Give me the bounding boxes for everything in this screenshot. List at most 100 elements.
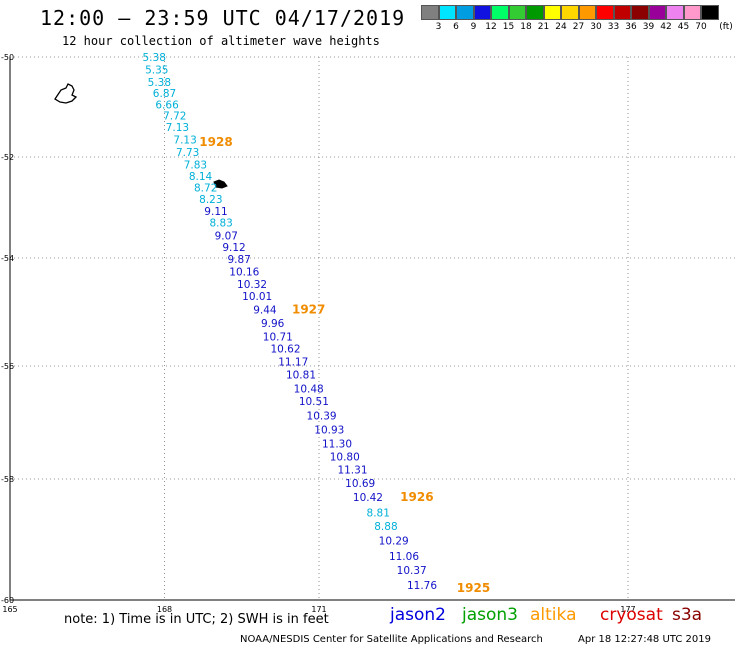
- swh-point: 10.37: [397, 565, 427, 577]
- swh-point: 7.13: [173, 135, 196, 147]
- lat-tick-label: -54: [1, 254, 14, 263]
- color-scale-tick: 12: [485, 22, 497, 32]
- swh-point: 11.17: [278, 357, 308, 369]
- page-title: 12:00 – 23:59 UTC 04/17/2019: [40, 6, 406, 30]
- swh-point: 11.30: [322, 438, 352, 450]
- note-text: note: 1) Time is in UTC; 2) SWH is in fe…: [64, 612, 329, 627]
- lat-tick-label: -60: [1, 596, 14, 605]
- swh-point: 10.93: [314, 424, 344, 436]
- footer-credit: NOAA/NESDIS Center for Satellite Applica…: [240, 634, 543, 645]
- swh-point: 9.87: [227, 254, 250, 266]
- legend-jason3: jason3: [462, 605, 518, 625]
- swh-point: 10.51: [299, 396, 329, 408]
- swh-point: 10.01: [242, 291, 272, 303]
- lon-tick-label: 168: [157, 605, 172, 614]
- swh-point: 10.42: [353, 492, 383, 504]
- swh-point: 10.62: [270, 344, 300, 356]
- track-points: 5.385.355.386.876.667.727.137.137.737.83…: [143, 52, 438, 592]
- swh-point: 5.38: [143, 52, 166, 64]
- swh-point: 9.44: [253, 304, 277, 316]
- swh-point: 10.71: [263, 331, 293, 343]
- lat-tick-label: -58: [1, 475, 14, 484]
- lon-tick-label: 177: [620, 605, 635, 614]
- swh-point: 6.66: [155, 100, 179, 112]
- color-swatch-16: [701, 5, 719, 20]
- time-label: 1928: [199, 135, 232, 149]
- legend-jason2: jason2: [390, 605, 446, 625]
- swh-point: 8.81: [367, 507, 390, 519]
- swh-point: 11.06: [389, 551, 419, 563]
- color-scale-tick: 18: [520, 22, 532, 32]
- color-scale-tick: 3: [435, 22, 442, 32]
- swh-point: 9.11: [204, 206, 227, 218]
- color-scale-tick: 21: [537, 22, 550, 32]
- swh-point: 10.69: [345, 478, 375, 490]
- swh-point: 7.13: [166, 122, 189, 134]
- color-swatch-6: [526, 5, 544, 20]
- color-scale-tick: 39: [642, 22, 655, 32]
- swh-point: 10.48: [294, 384, 324, 396]
- color-swatch-2: [456, 5, 474, 20]
- color-swatch-1: [438, 5, 456, 20]
- lat-tick-label: -50: [1, 53, 14, 62]
- swh-point: 5.35: [145, 65, 168, 77]
- color-scale-labels: 3 6 9 12 15 18 21 24 27 30 33 36 39 42 45 70 (ft): [421, 22, 733, 34]
- swh-point: 7.72: [163, 111, 186, 123]
- page-subtitle: 12 hour collection of altimeter wave hei…: [62, 34, 380, 48]
- swh-point: 10.80: [330, 451, 360, 463]
- color-scale-tick: 15: [502, 22, 515, 32]
- color-scale-tick: 27: [572, 22, 585, 32]
- color-swatch-14: [666, 5, 684, 20]
- color-scale-tick: 30: [590, 22, 602, 32]
- time-labels: 1928 1927 1926 1925: [199, 135, 490, 595]
- swh-point: 8.14: [189, 171, 213, 183]
- time-label: 1925: [457, 581, 490, 595]
- auckland-island: [54, 83, 78, 104]
- time-label: 1926: [400, 490, 433, 504]
- color-scale-tick: 6: [453, 22, 459, 32]
- swh-point: 7.83: [184, 160, 207, 172]
- footer-timestamp: Apr 18 12:27:48 UTC 2019: [578, 634, 711, 645]
- campbell-island: [213, 179, 228, 189]
- swh-point: 10.16: [229, 267, 259, 279]
- map-grid: [9, 56, 735, 601]
- color-scale-tick: 9: [470, 22, 477, 32]
- color-swatch-0: [421, 5, 439, 20]
- color-scale-tick: 42: [660, 22, 672, 32]
- color-scale-tick: 24: [555, 22, 567, 32]
- swh-point: 5.38: [148, 77, 171, 89]
- color-swatch-7: [543, 5, 561, 20]
- swh-point: 9.12: [222, 242, 245, 254]
- islands: [54, 83, 228, 189]
- swh-point: 9.96: [261, 318, 285, 330]
- swh-point: 11.76: [407, 580, 437, 592]
- lon-tick-label: 171: [311, 605, 326, 614]
- color-scale-unit: (ft): [719, 22, 733, 32]
- legend-altika: altika: [530, 605, 577, 625]
- color-scale-tick: 33: [607, 22, 620, 32]
- lon-tick-label: 165: [2, 605, 17, 614]
- color-swatch-10: [596, 5, 614, 20]
- lat-tick-label: -52: [1, 153, 14, 162]
- swh-point: 8.23: [199, 194, 222, 206]
- legend-cryosat: cryosat: [600, 605, 663, 625]
- color-swatch-11: [613, 5, 631, 20]
- lat-tick-label: -56: [1, 362, 14, 371]
- swh-point: 10.32: [237, 279, 267, 291]
- color-scale: [421, 5, 719, 20]
- swh-point: 10.39: [307, 411, 337, 423]
- color-swatch-9: [578, 5, 596, 20]
- color-swatch-15: [683, 5, 701, 20]
- swh-point: 10.29: [379, 536, 409, 548]
- legend-s3a: s3a: [672, 605, 703, 625]
- color-scale-tick: 70: [695, 22, 707, 32]
- color-swatch-4: [491, 5, 509, 20]
- color-swatch-13: [648, 5, 666, 20]
- swh-point: 11.31: [337, 464, 367, 476]
- swh-point: 7.73: [176, 147, 199, 159]
- color-swatch-12: [631, 5, 649, 20]
- color-scale-tick: 45: [677, 22, 690, 32]
- swh-point: 8.83: [209, 218, 232, 230]
